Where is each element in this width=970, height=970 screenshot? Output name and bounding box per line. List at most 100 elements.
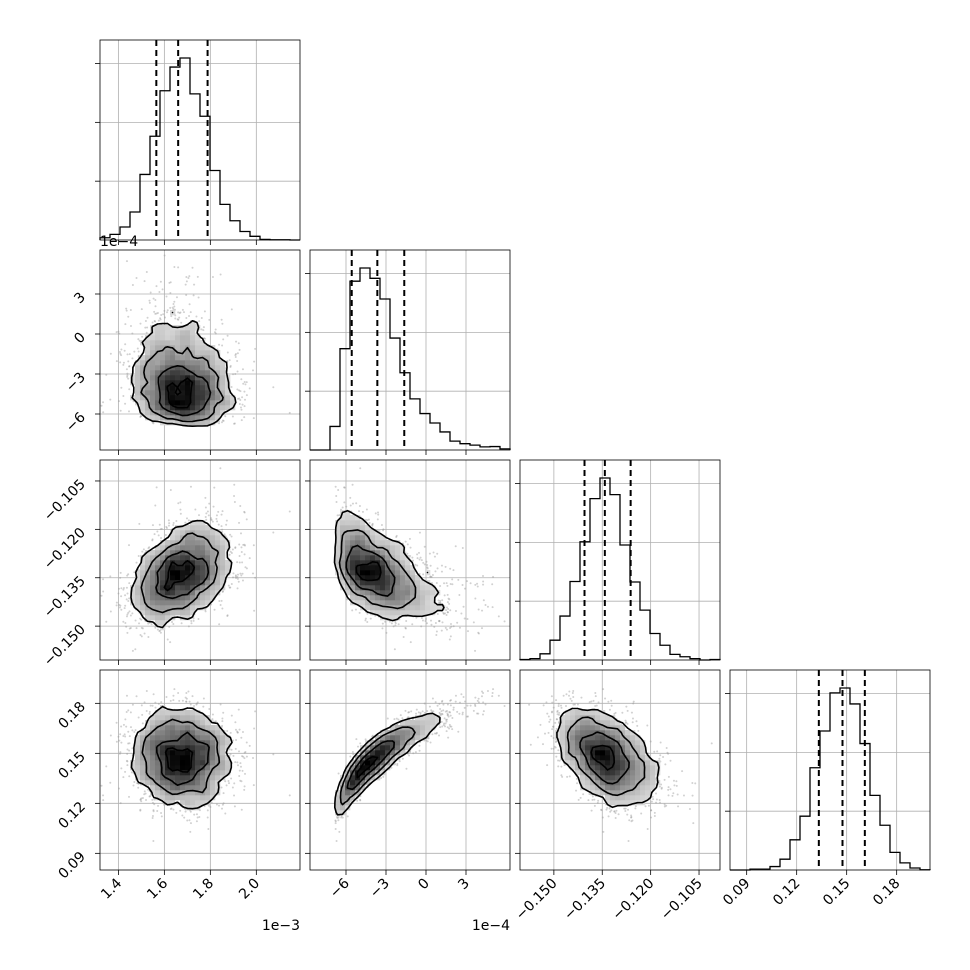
- sample-point: [446, 601, 449, 604]
- density-cell: [365, 750, 371, 756]
- sample-point: [653, 811, 656, 814]
- sample-point: [423, 702, 426, 705]
- density-cell: [150, 595, 156, 601]
- density-cell: [135, 595, 141, 601]
- sample-point: [140, 797, 143, 800]
- sample-point: [555, 727, 558, 730]
- sample-point: [444, 725, 447, 728]
- density-cell: [215, 410, 221, 416]
- density-cell: [220, 555, 226, 561]
- sample-point: [480, 627, 483, 630]
- density-cell: [425, 590, 431, 596]
- sample-point: [248, 744, 251, 747]
- sample-point: [546, 712, 549, 715]
- sample-point: [228, 359, 231, 362]
- density-cell: [135, 760, 141, 766]
- density-cell: [630, 765, 636, 771]
- sample-point: [634, 807, 637, 810]
- density-cell: [135, 740, 141, 746]
- density-cell: [395, 740, 401, 746]
- density-cell: [220, 360, 226, 366]
- density-cell: [570, 720, 576, 726]
- density-cell: [420, 725, 426, 731]
- sample-point: [230, 552, 233, 555]
- density-cell: [375, 570, 381, 576]
- sample-point: [152, 810, 155, 813]
- density-cell: [135, 395, 141, 401]
- sample-point: [351, 502, 354, 505]
- density-cell: [195, 575, 201, 581]
- density-cell: [650, 770, 656, 776]
- density-cell: [170, 335, 176, 341]
- sample-point: [556, 710, 559, 713]
- sample-point: [438, 702, 441, 705]
- density-cell: [585, 765, 591, 771]
- sample-point: [127, 795, 130, 798]
- density-cell: [170, 350, 176, 356]
- sample-point: [160, 536, 163, 539]
- density-cell: [390, 735, 396, 741]
- density-cell: [225, 565, 231, 571]
- sample-point: [355, 502, 358, 505]
- density-cell: [640, 765, 646, 771]
- density-cell: [405, 575, 411, 581]
- sample-point: [153, 319, 156, 322]
- sample-point: [220, 525, 223, 528]
- density-cell: [350, 765, 356, 771]
- density-cell: [350, 515, 356, 521]
- sample-point: [454, 545, 457, 548]
- density-cell: [150, 385, 156, 391]
- sample-point: [196, 701, 199, 704]
- density-cell: [345, 540, 351, 546]
- sample-point: [220, 786, 223, 789]
- sample-point: [125, 598, 128, 601]
- density-cell: [360, 570, 366, 576]
- sample-point: [184, 521, 187, 524]
- sample-point: [170, 807, 173, 810]
- sample-point: [624, 810, 627, 813]
- sample-point: [171, 620, 174, 623]
- sample-point: [447, 608, 450, 611]
- density-cell: [175, 375, 181, 381]
- histogram-3: [730, 687, 931, 871]
- density-cell: [160, 335, 166, 341]
- sample-point: [352, 753, 355, 756]
- sample-point: [411, 556, 414, 559]
- density-cell: [350, 565, 356, 571]
- density-cell: [395, 600, 401, 606]
- density-cell: [375, 605, 381, 611]
- density-cell: [135, 765, 141, 771]
- density-cell: [420, 595, 426, 601]
- density-cell: [155, 345, 161, 351]
- density-cell: [385, 745, 391, 751]
- sample-point: [127, 730, 130, 733]
- sample-point: [173, 688, 176, 691]
- sample-point: [541, 743, 544, 746]
- density-cell: [200, 795, 206, 801]
- density-cell: [210, 740, 216, 746]
- density-cell: [405, 730, 411, 736]
- density-cell: [165, 585, 171, 591]
- sample-point: [185, 317, 188, 320]
- density-cell: [140, 605, 146, 611]
- sample-point: [188, 819, 191, 822]
- density-cell: [600, 770, 606, 776]
- density-cell: [225, 405, 231, 411]
- density-cell: [190, 785, 196, 791]
- density-cell: [210, 535, 216, 541]
- sample-point: [218, 623, 221, 626]
- sample-point: [211, 713, 214, 716]
- density-cell: [165, 605, 171, 611]
- density-cell: [220, 755, 226, 761]
- sample-point: [542, 704, 545, 707]
- density-cell: [635, 740, 641, 746]
- density-cell: [145, 605, 151, 611]
- sample-point: [336, 514, 339, 517]
- density-cell: [195, 540, 201, 546]
- density-cell: [375, 585, 381, 591]
- density-cell: [390, 550, 396, 556]
- sample-point: [409, 641, 412, 644]
- density-cell: [155, 785, 161, 791]
- density-cell: [215, 735, 221, 741]
- sample-point: [150, 623, 153, 626]
